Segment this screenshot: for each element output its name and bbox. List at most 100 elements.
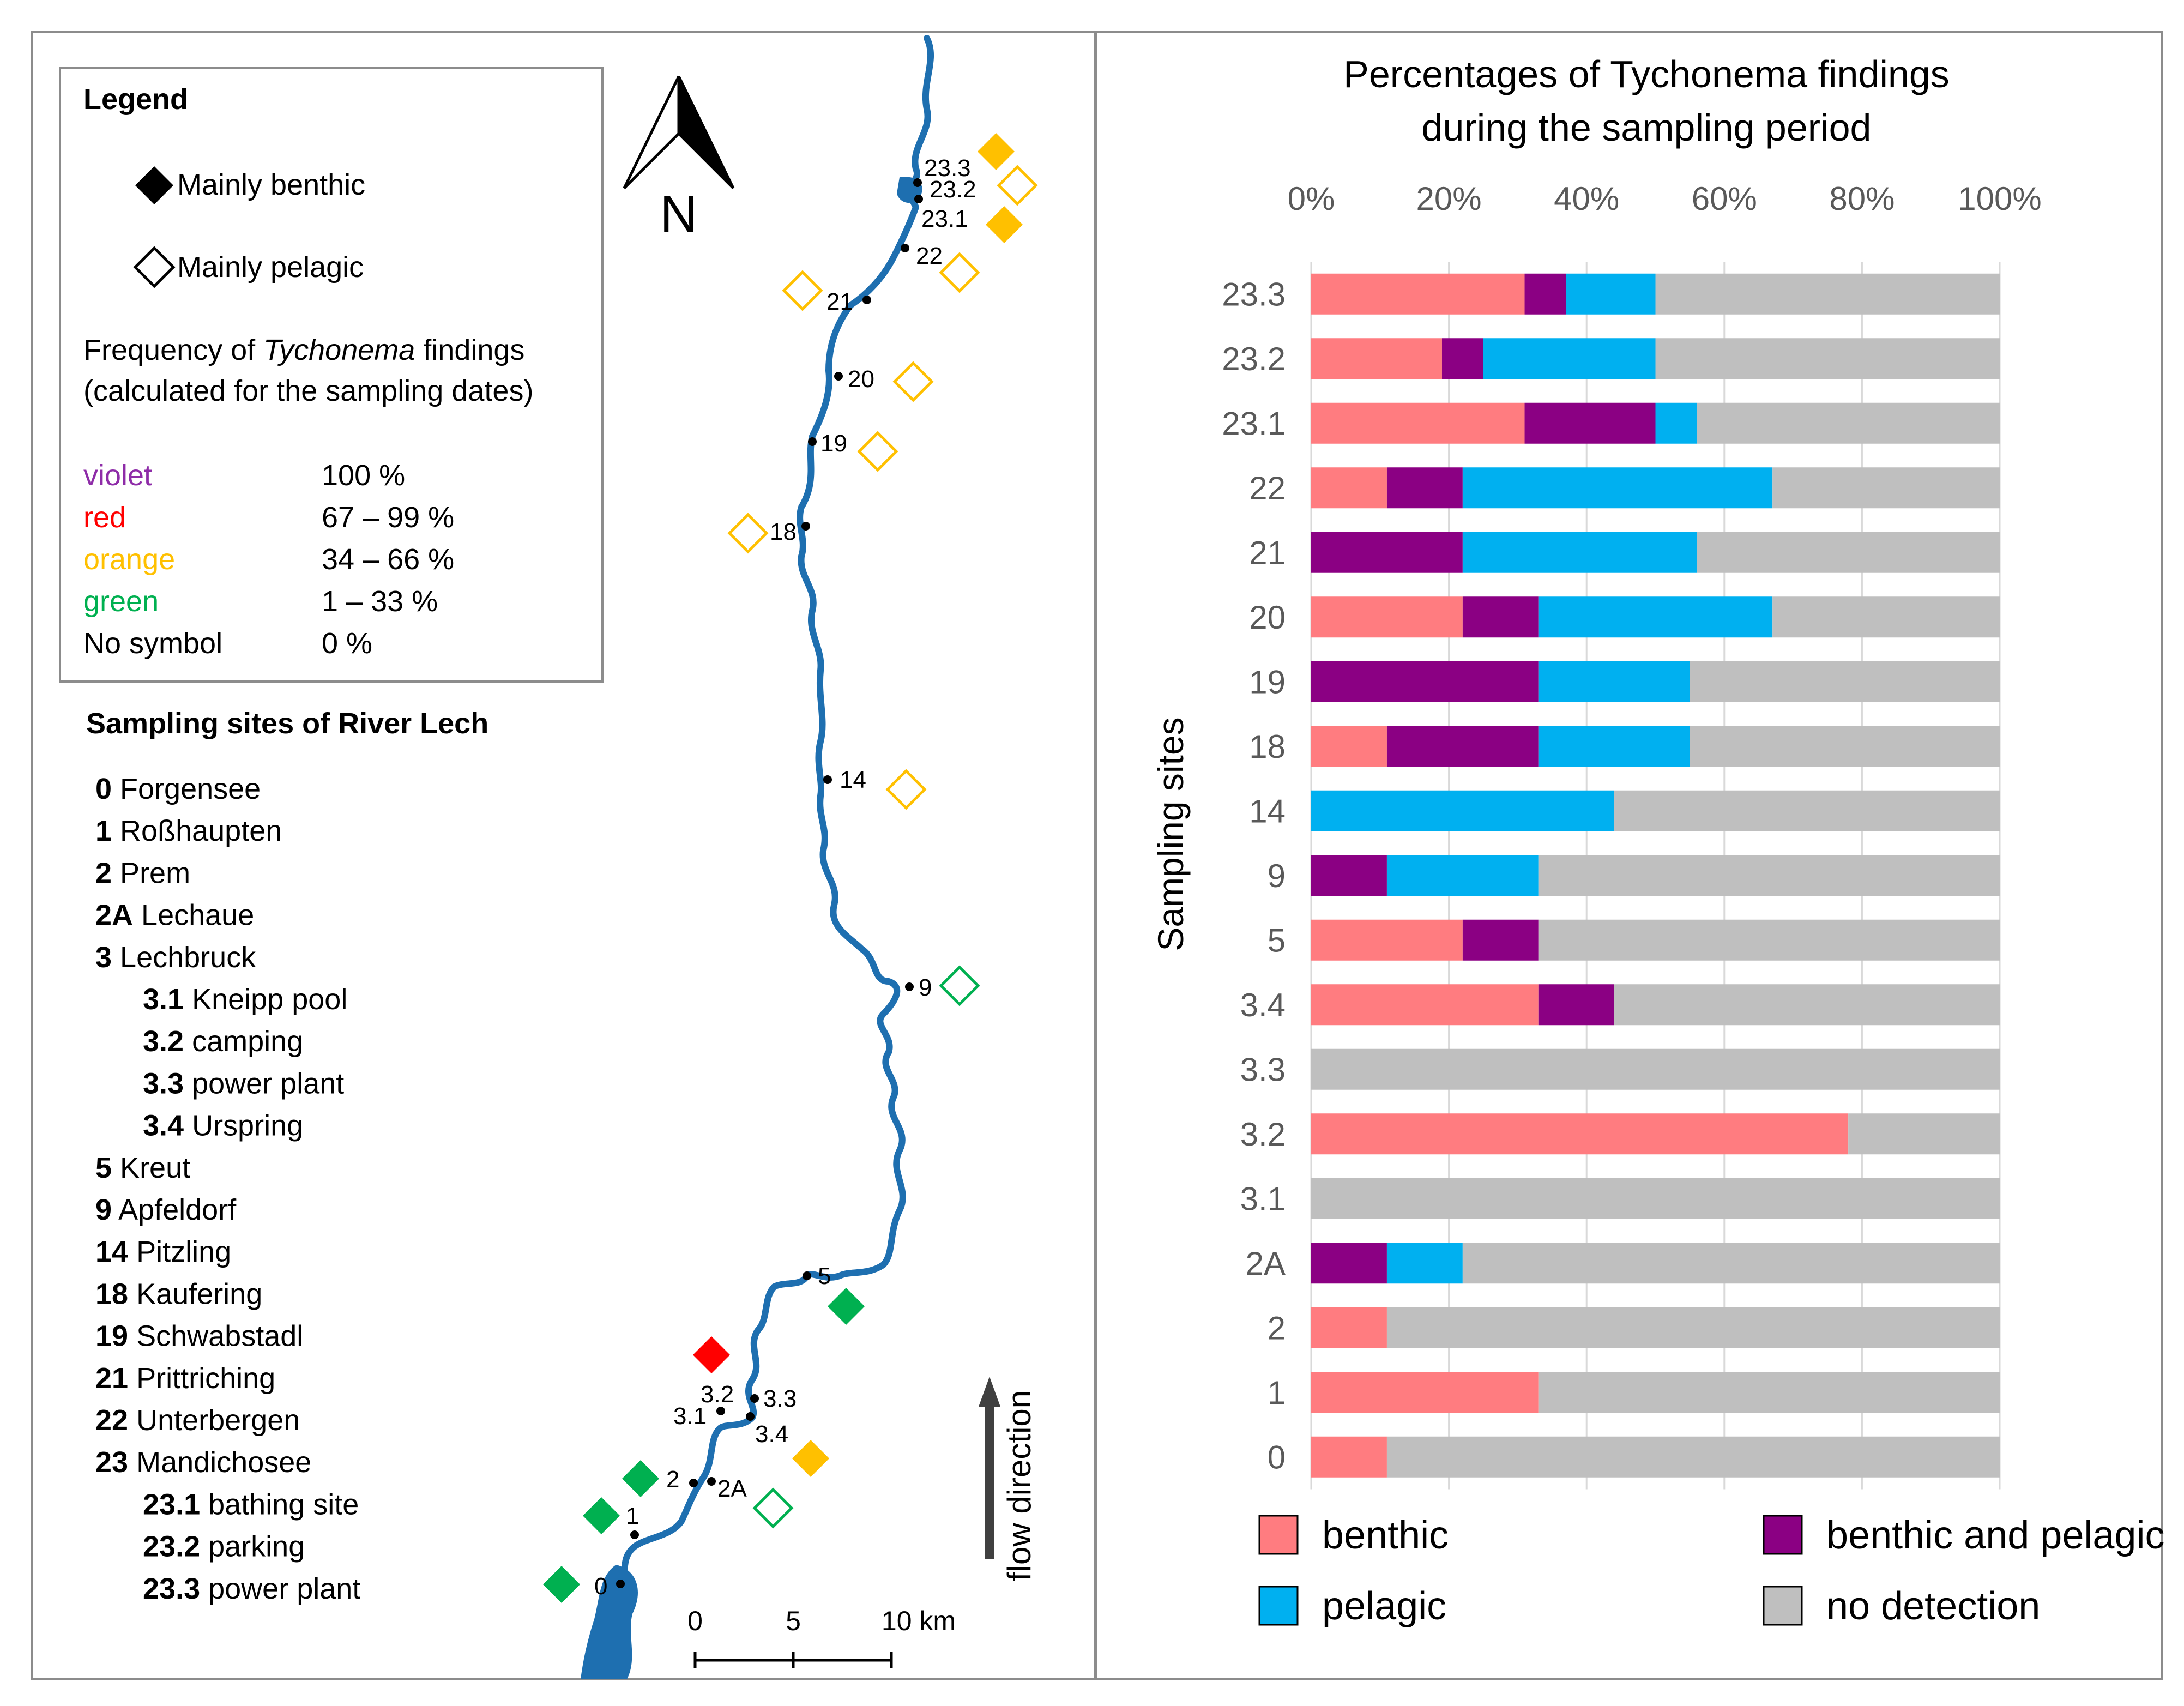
- site-list-item: 2A Lechaue: [95, 899, 254, 932]
- pelagic-marker-icon: [857, 431, 898, 472]
- site-list-item: 3.1 Kneipp pool: [143, 983, 347, 1016]
- frequency-class-range: 1 – 33 %: [322, 585, 438, 618]
- bar-segment-no-detection: [1538, 919, 2000, 961]
- map-label: 22: [916, 243, 943, 269]
- bar-segment-benthic: [1311, 402, 1525, 444]
- site-list-item: 3 Lechbruck: [95, 941, 256, 974]
- legend-title: Legend: [83, 83, 188, 116]
- frequency-class-name: green: [83, 585, 159, 618]
- site-list-item: 23.3 power plant: [143, 1572, 360, 1605]
- x-tick-label: 60%: [1692, 180, 1757, 217]
- legend-label: benthic: [1322, 1514, 1449, 1557]
- bar-segment-no-detection: [1697, 402, 2000, 444]
- site-list-item: 3.4 Urspring: [143, 1110, 303, 1142]
- bar-segment-benthic-and-pelagic: [1311, 532, 1463, 573]
- site-list-item: 0 Forgensee: [95, 773, 261, 805]
- site-list-item: 23 Mandichosee: [95, 1446, 311, 1479]
- site-list-item: 3.2 camping: [143, 1025, 303, 1058]
- frequency-class-name: red: [83, 501, 126, 534]
- frequency-class-name: violet: [83, 459, 152, 492]
- y-tick-label: 1: [1268, 1375, 1286, 1411]
- benthic-marker-icon: [828, 1288, 865, 1325]
- flow-direction-label: flow direction: [1001, 1390, 1037, 1581]
- y-tick-label: 23.3: [1222, 276, 1286, 312]
- bar-segment-benthic: [1311, 1372, 1539, 1413]
- y-axis-ticks: 23.323.223.1222120191814953.43.33.23.12A…: [1222, 276, 1286, 1475]
- bar-segment-benthic: [1311, 1113, 1849, 1155]
- map-site-labels: 23.3 23.2 23.1 22 21 20 19 18 14 9 5 3.2…: [594, 155, 976, 1600]
- legend-label: benthic and pelagic: [1826, 1514, 2164, 1557]
- pelagic-marker-icon: [727, 513, 769, 554]
- legend-frequency-line1: Frequency of Tychonema findings: [83, 334, 524, 366]
- right-panel-frame: [1095, 31, 2163, 1680]
- sampling-sites-list: Sampling sites of River Lech 0 Forgensee…: [86, 707, 488, 1605]
- bar-segment-no-detection: [1462, 1243, 2000, 1284]
- benthic-marker-icon: [583, 1497, 620, 1534]
- bar-segment-benthic: [1311, 919, 1463, 961]
- pelagic-marker-icon: [997, 165, 1038, 206]
- legend-pelagic-label: Mainly pelagic: [177, 251, 364, 284]
- pelagic-marker-icon: [782, 270, 823, 311]
- bar-segment-benthic-and-pelagic: [1311, 1243, 1387, 1284]
- y-tick-label: 23.1: [1222, 405, 1286, 442]
- bar-segment-no-detection: [1772, 596, 2000, 638]
- map-label: 21: [826, 288, 853, 315]
- bar-segment-benthic-and-pelagic: [1524, 402, 1656, 444]
- bar-segment-pelagic: [1538, 661, 1690, 702]
- y-tick-label: 3.2: [1240, 1116, 1286, 1153]
- bar-segment-pelagic: [1386, 1243, 1463, 1284]
- y-tick-label: 0: [1268, 1439, 1286, 1475]
- map-label: 2: [666, 1466, 679, 1493]
- site-list-item: 21 Prittriching: [95, 1362, 275, 1395]
- river-lech: [618, 35, 934, 1584]
- site-list-item: 22 Unterbergen: [95, 1404, 300, 1437]
- x-tick-label: 0%: [1288, 180, 1335, 217]
- bar-segment-no-detection: [1848, 1113, 2000, 1155]
- bar-segment-pelagic: [1655, 402, 1697, 444]
- chart-legend: benthic benthic and pelagic pelagic no dete…: [1258, 1514, 2164, 1628]
- map-label: 20: [848, 366, 874, 393]
- bar-segment-no-detection: [1538, 1372, 2000, 1413]
- forgensee-lake: [581, 1565, 638, 1679]
- bar-segment-no-detection: [1690, 726, 2000, 767]
- chart-title-line2: during the sampling period: [1422, 106, 1872, 149]
- y-tick-label: 2A: [1246, 1245, 1286, 1282]
- legend-label: pelagic: [1322, 1584, 1446, 1628]
- bar-segment-benthic: [1311, 467, 1387, 509]
- y-tick-label: 2: [1268, 1310, 1286, 1346]
- frequency-class-range: 67 – 99 %: [322, 501, 454, 534]
- bar-segment-no-detection: [1614, 984, 2000, 1026]
- sites-list-title: Sampling sites of River Lech: [86, 707, 488, 740]
- scale-tick: 10 km: [882, 1606, 956, 1636]
- site-list-item: 18 Kaufering: [95, 1277, 262, 1310]
- map-label: 23.2: [930, 176, 976, 203]
- scale-tick: 0: [687, 1606, 703, 1636]
- site-list-item: 14 Pitzling: [95, 1235, 231, 1268]
- bar-segment-no-detection: [1311, 1048, 2000, 1090]
- bar-segment-pelagic: [1566, 273, 1656, 315]
- y-tick-label: 22: [1249, 470, 1286, 507]
- pelagic-marker-icon: [892, 361, 934, 402]
- legend-swatch: [1258, 1586, 1299, 1626]
- map-label: 2A: [717, 1475, 747, 1502]
- pelagic-marker-icon: [885, 769, 927, 810]
- y-tick-label: 9: [1268, 858, 1286, 894]
- map-label: 0: [594, 1573, 607, 1600]
- north-arrow-icon: N: [623, 75, 735, 243]
- benthic-marker-icon: [622, 1460, 659, 1497]
- map-label: 23.1: [921, 206, 968, 232]
- bar-segment-no-detection: [1655, 338, 2000, 379]
- site-list-item: 23.2 parking: [143, 1530, 305, 1563]
- site-list-item: 3.3 power plant: [143, 1067, 344, 1100]
- legend-label: no detection: [1826, 1584, 2040, 1628]
- benthic-marker-icon: [792, 1440, 829, 1477]
- frequency-class-range: 100 %: [322, 459, 405, 492]
- bar-segment-no-detection: [1614, 790, 2000, 831]
- bar-segment-pelagic: [1311, 790, 1614, 831]
- site-dots: [616, 178, 923, 1588]
- y-tick-label: 5: [1268, 922, 1286, 959]
- frequency-class-range: 0 %: [322, 627, 372, 660]
- bar-segment-benthic-and-pelagic: [1462, 596, 1539, 638]
- y-tick-label: 23.2: [1222, 341, 1286, 377]
- legend-benthic-label: Mainly benthic: [177, 168, 365, 201]
